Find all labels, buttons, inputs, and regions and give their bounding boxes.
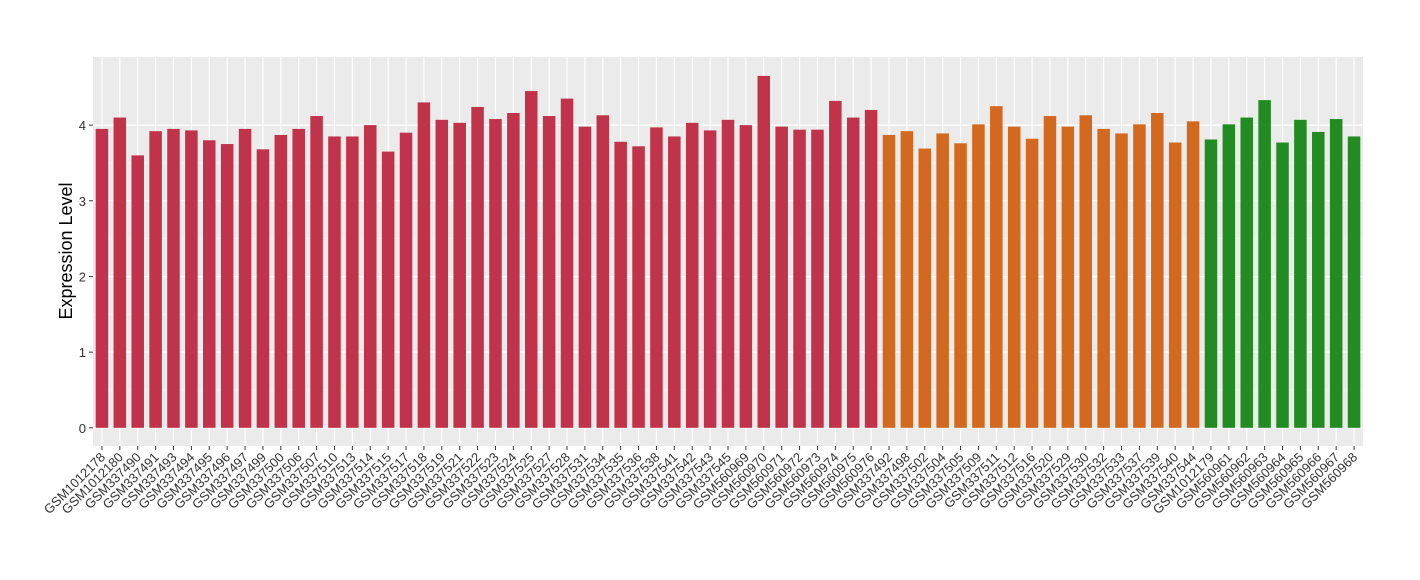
bar (149, 131, 162, 428)
y-tick-label: 3 (79, 194, 86, 209)
bar (918, 148, 932, 428)
bar (1329, 119, 1343, 428)
y-tick-label: 1 (79, 345, 86, 360)
y-axis-title: Expression Level (56, 182, 76, 319)
bar (507, 113, 520, 428)
bar (954, 143, 967, 428)
bar (346, 136, 359, 428)
bar (882, 134, 896, 428)
bar (1294, 119, 1307, 428)
bar (757, 75, 771, 428)
bar (274, 134, 288, 428)
bar (1097, 128, 1110, 428)
bar (703, 130, 717, 428)
bar (453, 122, 466, 428)
bar (131, 155, 144, 428)
bar (1115, 133, 1128, 428)
bar (1276, 142, 1289, 428)
bar (560, 98, 574, 428)
y-tick-label: 2 (79, 269, 86, 284)
bar (310, 116, 323, 428)
bar (524, 91, 538, 428)
bar (936, 133, 949, 428)
bar (650, 127, 663, 428)
bar (1151, 113, 1164, 428)
bar (1025, 138, 1039, 428)
bar (846, 117, 860, 428)
bar (1258, 100, 1271, 428)
bar (256, 149, 270, 428)
bar (167, 128, 180, 428)
bar (1347, 136, 1361, 428)
bar (990, 106, 1003, 428)
bar (1168, 142, 1182, 428)
bar (1043, 116, 1057, 428)
bar (1312, 131, 1325, 428)
bar (829, 100, 842, 428)
bar (471, 106, 484, 428)
bar (1133, 124, 1146, 428)
bar (417, 102, 431, 428)
bar (399, 132, 413, 428)
bar (1240, 117, 1253, 428)
bar (95, 128, 109, 428)
bar (668, 136, 681, 428)
bar (775, 126, 788, 428)
bar (596, 115, 610, 428)
bar (1186, 121, 1200, 428)
bar (864, 109, 878, 428)
bar (1204, 139, 1218, 428)
bar (614, 141, 627, 428)
bar (363, 125, 377, 428)
bar (220, 144, 234, 428)
bar (203, 140, 216, 428)
bar (972, 124, 985, 428)
bar (1061, 126, 1075, 428)
bar (489, 119, 502, 428)
bar (739, 125, 753, 428)
bar (632, 146, 645, 428)
bar (793, 129, 806, 428)
bar (721, 119, 735, 428)
bar (328, 136, 341, 428)
bar (381, 151, 395, 428)
bar (578, 126, 592, 428)
bar (685, 122, 699, 428)
bar (811, 129, 824, 428)
bar (1007, 126, 1021, 428)
bar (292, 128, 305, 428)
bar (435, 119, 449, 428)
bar (1222, 124, 1236, 428)
bar (185, 130, 198, 428)
bar (900, 131, 914, 428)
bar (238, 128, 252, 428)
y-tick-label: 0 (79, 421, 86, 436)
y-tick-label: 4 (79, 118, 86, 133)
bar (113, 117, 127, 428)
bar (542, 116, 556, 428)
bar (1079, 115, 1093, 428)
